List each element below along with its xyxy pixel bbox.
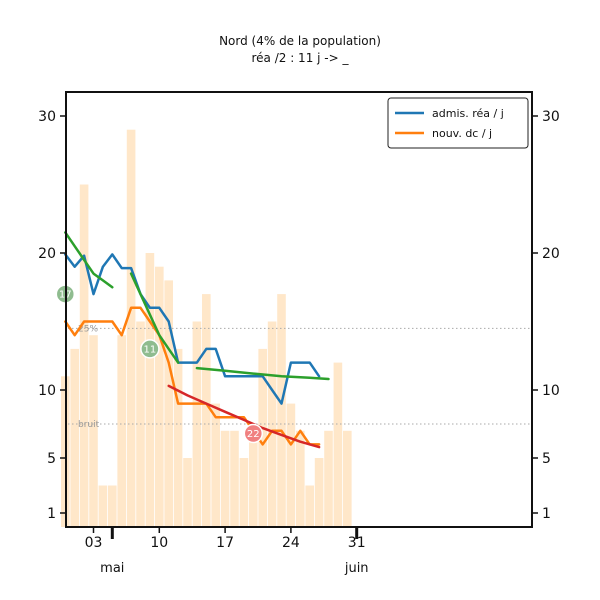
y-tick-label-right-30: 30 bbox=[542, 109, 560, 125]
series-line-3 bbox=[64, 231, 114, 289]
badge-label-2: 11 bbox=[144, 344, 157, 355]
badge-circle-3 bbox=[243, 423, 264, 444]
bar-day-29 bbox=[333, 362, 343, 527]
bar-day-26 bbox=[305, 485, 314, 527]
badge-circle-2 bbox=[140, 339, 160, 359]
x-tick-label-24: 24 bbox=[282, 535, 300, 551]
bar-day-23 bbox=[277, 294, 286, 527]
bar-day-13 bbox=[183, 458, 192, 527]
bar-day-28 bbox=[324, 430, 333, 527]
bar-day-17 bbox=[220, 430, 230, 527]
bar-day-4 bbox=[98, 485, 108, 527]
bar-day-27 bbox=[314, 458, 324, 527]
month-label-mai: mai bbox=[100, 561, 124, 576]
bar-day-15 bbox=[202, 294, 211, 527]
month-label-juin: juin bbox=[344, 561, 369, 576]
chart-subtitle: réa /2 : 11 j -> _ bbox=[251, 51, 349, 65]
x-tick-label-10: 10 bbox=[150, 535, 168, 551]
x-tick-label-31: 31 bbox=[348, 535, 366, 551]
series-line-2 bbox=[64, 306, 321, 446]
y-tick-label-left-5: 5 bbox=[47, 451, 56, 467]
bars-layer bbox=[61, 129, 352, 527]
bar-day-3 bbox=[89, 335, 98, 527]
badge-label-3: 22 bbox=[247, 429, 260, 440]
bar-day-11 bbox=[164, 280, 173, 527]
chart-title: Nord (4% de la population) bbox=[219, 34, 381, 48]
series-line-4 bbox=[129, 272, 180, 364]
legend: admis. réa / j nouv. dc / j bbox=[387, 97, 529, 149]
bar-day-19 bbox=[239, 458, 249, 527]
reference-lines-layer: 25% bruit bbox=[68, 324, 532, 430]
series-line-5 bbox=[195, 366, 330, 381]
series-line-6 bbox=[167, 384, 321, 449]
y-tick-label-left-1: 1 bbox=[47, 506, 56, 522]
bar-day-5 bbox=[108, 485, 117, 527]
x-tick-label-03: 03 bbox=[85, 535, 103, 551]
x-tick-label-17: 17 bbox=[216, 535, 234, 551]
bar-day-2 bbox=[79, 184, 89, 527]
bar-day-18 bbox=[230, 430, 239, 527]
y-tick-label-right-20: 20 bbox=[542, 246, 560, 262]
y-tick-label-right-1: 1 bbox=[542, 506, 551, 522]
plot-frame bbox=[65, 91, 533, 528]
bar-day-1 bbox=[70, 348, 79, 527]
y-tick-label-right-10: 10 bbox=[542, 383, 560, 399]
axis-ticks-layer: 30 20 10 5 1 30 20 10 5 1 03 10 17 24 31 mai juin bbox=[38, 109, 560, 576]
series-line-1 bbox=[64, 253, 321, 405]
bar-day-25 bbox=[296, 430, 305, 527]
y-tick-label-right-5: 5 bbox=[542, 451, 551, 467]
bar-day-21 bbox=[258, 348, 267, 527]
bar-day-9 bbox=[145, 253, 155, 527]
bar-day-24 bbox=[286, 403, 296, 527]
bar-day-10 bbox=[155, 266, 164, 527]
legend-label-1: admis. réa / j bbox=[432, 107, 504, 120]
y-tick-label-left-10: 10 bbox=[38, 383, 56, 399]
bar-day-20 bbox=[249, 430, 258, 527]
reference-label-1: 25% bbox=[78, 324, 98, 334]
bar-day-30 bbox=[343, 430, 352, 527]
y-tick-label-left-30: 30 bbox=[38, 109, 56, 125]
bar-day-16 bbox=[211, 403, 220, 527]
bar-day-12 bbox=[173, 348, 183, 527]
legend-label-2: nouv. dc / j bbox=[432, 127, 492, 140]
legend-box bbox=[387, 97, 529, 149]
bar-day-6 bbox=[117, 335, 126, 527]
reference-label-2: bruit bbox=[78, 420, 100, 430]
series-lines-layer bbox=[64, 231, 330, 449]
bar-day-7 bbox=[126, 129, 136, 527]
y-tick-label-left-20: 20 bbox=[38, 246, 56, 262]
